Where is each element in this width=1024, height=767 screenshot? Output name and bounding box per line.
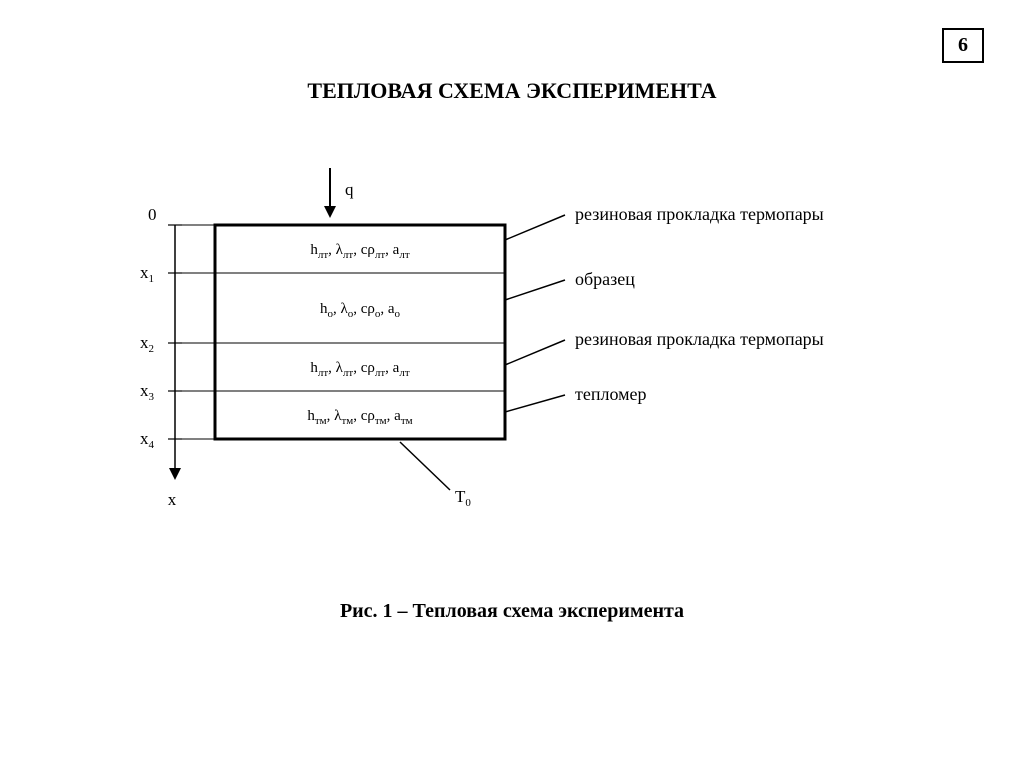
layer-label: hлт, λлт, cρлт, aлт [310,242,409,261]
page-number: 6 [942,28,984,63]
heat-flux-label: q [345,180,354,199]
axis-tick-label: x2 [140,333,154,355]
layer-label: hтм, λтм, cρтм, aтм [307,408,412,427]
callout-label: образец [575,269,635,289]
x-axis-label: x [168,490,177,509]
axis-tick-label: x4 [140,429,155,451]
axis-tick-label: 0 [148,205,157,224]
page-title: ТЕПЛОВАЯ СХЕМА ЭКСПЕРИМЕНТА [0,78,1024,104]
thermal-scheme-diagram: hлт, λлт, cρлт, aлт hо, λо, cρо, aо hлт, λ… [0,140,1024,580]
layer-label: hо, λо, cρо, aо [320,301,401,320]
t0-label: T0 [455,487,471,509]
figure-caption: Рис. 1 – Тепловая схема эксперимента [0,600,1024,623]
layer-label: hлт, λлт, cρлт, aлт [310,360,409,379]
axis-tick-label: x3 [140,381,155,403]
callout-label: тепломер [575,384,647,404]
callout-label: резиновая прокладка термопары [575,204,824,224]
callout-label: резиновая прокладка термопары [575,329,824,349]
axis-tick-label: x1 [140,263,154,285]
